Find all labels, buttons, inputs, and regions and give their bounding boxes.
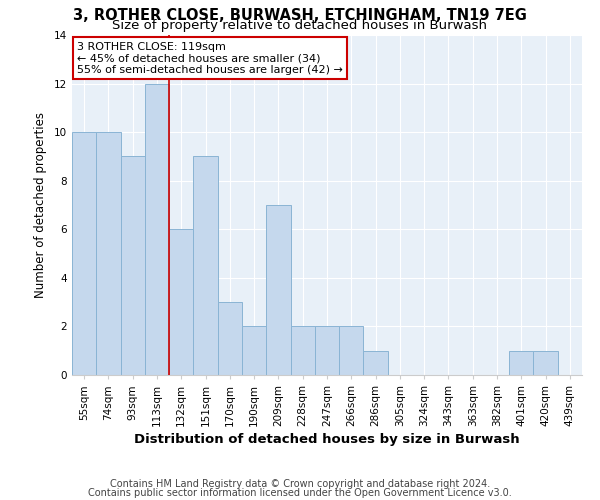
Bar (72, 132, 96, 375)
Bar (218, 302, 242, 375)
Bar (339, 326, 364, 375)
Text: 3 ROTHER CLOSE: 119sqm
← 45% of detached houses are smaller (34)
55% of semi-det: 3 ROTHER CLOSE: 119sqm ← 45% of detached… (77, 42, 343, 75)
Bar (290, 326, 315, 375)
Bar (315, 326, 339, 375)
Bar (193, 156, 218, 375)
Bar (364, 350, 388, 375)
X-axis label: Distribution of detached houses by size in Burwash: Distribution of detached houses by size … (134, 433, 520, 446)
Text: 3, ROTHER CLOSE, BURWASH, ETCHINGHAM, TN19 7EG: 3, ROTHER CLOSE, BURWASH, ETCHINGHAM, TN… (73, 8, 527, 22)
Bar (266, 205, 290, 375)
Text: Size of property relative to detached houses in Burwash: Size of property relative to detached ho… (113, 19, 487, 32)
Y-axis label: Number of detached properties: Number of detached properties (34, 112, 47, 298)
Text: Contains public sector information licensed under the Open Government Licence v3: Contains public sector information licen… (88, 488, 512, 498)
Text: Contains HM Land Registry data © Crown copyright and database right 2024.: Contains HM Land Registry data © Crown c… (110, 479, 490, 489)
Bar (533, 350, 558, 375)
Bar (509, 350, 533, 375)
Bar (242, 326, 266, 375)
Bar (121, 156, 145, 375)
Bar (96, 132, 121, 375)
Bar (145, 84, 169, 375)
Bar (169, 230, 193, 375)
